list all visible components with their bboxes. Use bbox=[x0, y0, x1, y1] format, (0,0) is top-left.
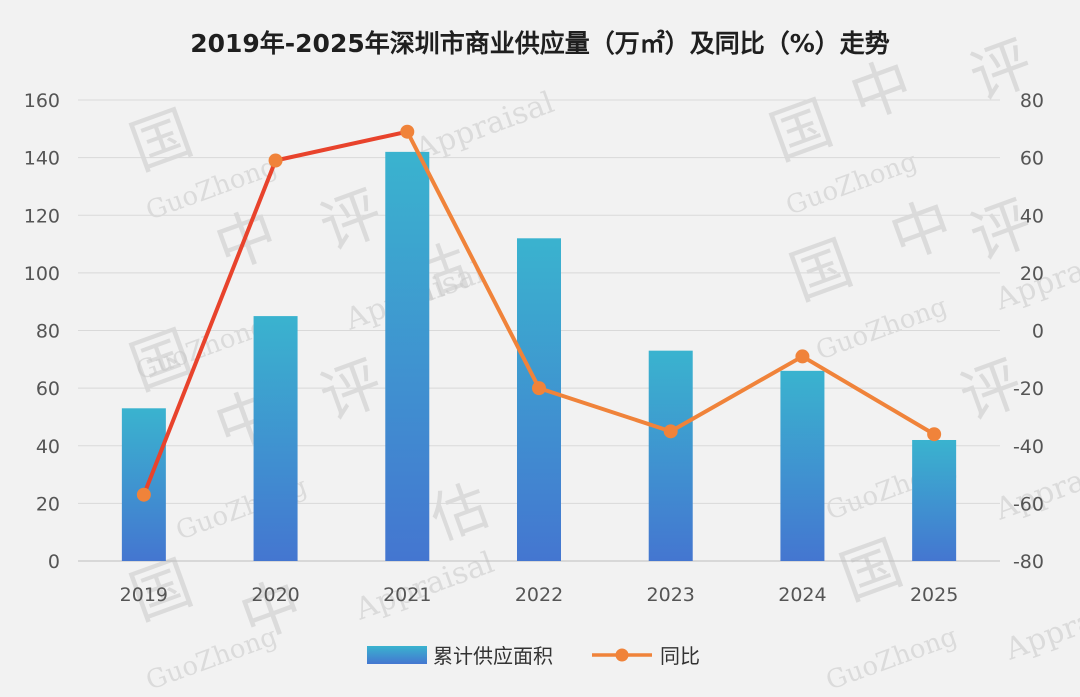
y-right-tick-label: 80 bbox=[1020, 90, 1044, 112]
x-tick-label: 2022 bbox=[515, 584, 563, 606]
bar-2020 bbox=[253, 316, 298, 561]
x-tick-label: 2019 bbox=[120, 584, 168, 606]
line-point-2019 bbox=[136, 487, 151, 502]
bar-series bbox=[121, 151, 957, 562]
watermark-text: GuoZhong bbox=[822, 622, 961, 697]
y-right-tick-label: -60 bbox=[1013, 493, 1044, 515]
x-tick-label: 2024 bbox=[778, 584, 826, 606]
y-right-tick-label: -20 bbox=[1013, 378, 1044, 400]
line-segment bbox=[141, 158, 278, 497]
chart-title: 2019年-2025年深圳市商业供应量（万㎡）及同比（%）走势 bbox=[190, 29, 890, 58]
line-segment bbox=[405, 129, 541, 391]
legend-line-marker bbox=[615, 648, 629, 662]
watermark-text: 中 bbox=[841, 48, 921, 134]
watermark-text: 评 bbox=[961, 188, 1041, 274]
y-left-tick-label: 100 bbox=[24, 263, 60, 285]
y-left-tick-label: 120 bbox=[24, 205, 60, 227]
line-segment bbox=[537, 386, 673, 434]
y-axis-left: 0 20 40 60 80 100 120 140 160 bbox=[24, 90, 60, 573]
y-left-tick-label: 140 bbox=[24, 148, 60, 170]
line-point-2025 bbox=[927, 427, 942, 442]
line-point-2021 bbox=[400, 124, 415, 139]
watermark-text: 估 bbox=[423, 473, 498, 553]
watermark-text: 评 bbox=[311, 348, 391, 434]
y-left-tick-label: 160 bbox=[24, 90, 60, 112]
x-tick-label: 2025 bbox=[910, 584, 958, 606]
x-tick-label: 2021 bbox=[383, 584, 431, 606]
legend-bar-label: 累计供应面积 bbox=[433, 644, 553, 668]
legend: 累计供应面积 同比 bbox=[367, 644, 700, 668]
line-point-2022 bbox=[532, 381, 546, 396]
legend-line-label: 同比 bbox=[660, 644, 700, 668]
bar-2023 bbox=[648, 350, 693, 561]
bar-2025 bbox=[912, 439, 957, 561]
watermark-text: 国 bbox=[761, 88, 841, 174]
watermark-text: 国 bbox=[121, 98, 201, 184]
watermark-text: GuoZhong bbox=[142, 622, 281, 697]
y-right-tick-label: -40 bbox=[1013, 436, 1044, 458]
x-axis: 2019 2020 2021 2022 2023 2024 2025 bbox=[120, 584, 959, 606]
legend-bar-swatch bbox=[367, 646, 427, 664]
watermark-text: 评 bbox=[311, 178, 391, 264]
y-right-tick-label: -80 bbox=[1013, 551, 1044, 573]
line-point-2024 bbox=[795, 349, 810, 364]
line-point-2020 bbox=[268, 153, 283, 168]
watermark-text: 国 bbox=[831, 528, 911, 614]
bar-2024 bbox=[780, 370, 825, 561]
y-right-tick-label: 0 bbox=[1032, 321, 1044, 343]
line-series bbox=[136, 124, 942, 502]
bar-2022 bbox=[517, 238, 561, 562]
line-segment bbox=[800, 354, 937, 437]
y-right-tick-label: 40 bbox=[1020, 205, 1044, 227]
watermark-text: 中 bbox=[206, 198, 286, 284]
x-tick-label: 2023 bbox=[647, 584, 695, 606]
bar-2019 bbox=[121, 408, 166, 561]
y-axis-right: -80 -60 -40 -20 0 20 40 60 80 bbox=[1013, 90, 1044, 573]
x-tick-label: 2020 bbox=[251, 584, 299, 606]
y-left-tick-label: 40 bbox=[36, 436, 60, 458]
y-left-tick-label: 20 bbox=[36, 493, 60, 515]
y-left-tick-label: 60 bbox=[36, 378, 60, 400]
bar-2021 bbox=[385, 151, 430, 562]
watermark-text: 国 bbox=[781, 228, 861, 314]
line-point-2023 bbox=[663, 424, 678, 439]
line-segment bbox=[668, 354, 805, 434]
y-left-tick-label: 0 bbox=[48, 551, 60, 573]
watermark-text: Appraisal bbox=[1000, 585, 1080, 668]
y-right-tick-label: 20 bbox=[1020, 263, 1044, 285]
watermark-text: 中 bbox=[881, 188, 961, 274]
line-segment bbox=[273, 129, 410, 163]
y-left-tick-label: 80 bbox=[36, 321, 60, 343]
watermark-text: Appraisal bbox=[410, 85, 559, 168]
y-right-tick-label: 60 bbox=[1020, 148, 1044, 170]
